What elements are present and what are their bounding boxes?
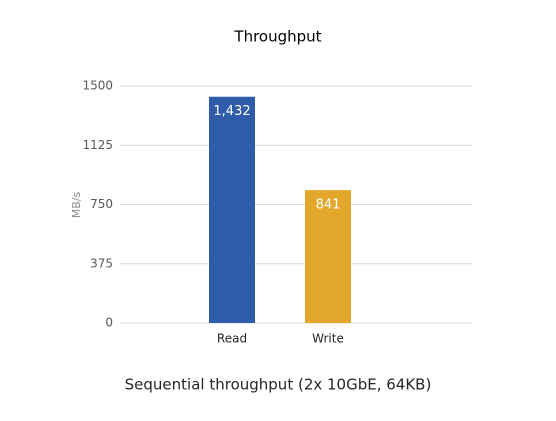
y-tick-label: 1500	[82, 79, 113, 93]
value-label: 841	[316, 198, 341, 213]
bar	[209, 96, 255, 323]
bar	[305, 190, 351, 323]
chart-title: Throughput	[233, 28, 321, 46]
value-label: 1,432	[213, 104, 250, 119]
y-axis-label: MB/s	[70, 191, 83, 218]
y-tick-label: 1125	[82, 138, 113, 152]
y-tick-label: 0	[105, 316, 113, 330]
x-tick-label: Write	[312, 332, 344, 346]
y-tick-label: 750	[90, 197, 113, 211]
chart-caption: Sequential throughput (2x 10GbE, 64KB)	[125, 376, 432, 394]
y-tick-label: 375	[90, 256, 113, 270]
x-tick-label: Read	[217, 332, 247, 346]
